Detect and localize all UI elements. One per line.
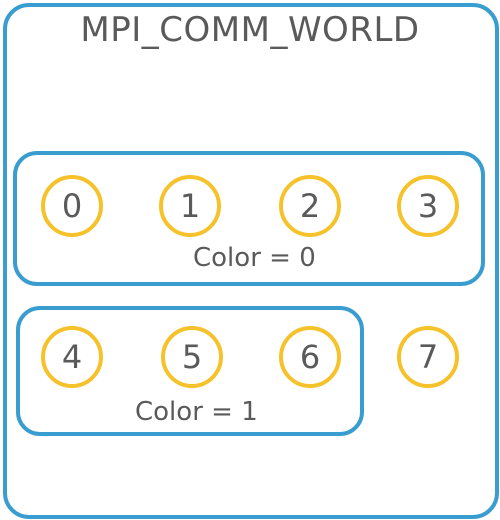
- rank-5: 5: [161, 326, 223, 388]
- rank-6: 6: [279, 326, 341, 388]
- rank-1: 1: [159, 175, 221, 237]
- world-title: MPI_COMM_WORLD: [80, 10, 420, 50]
- rank-3: 3: [397, 175, 459, 237]
- rank-2: 2: [279, 175, 341, 237]
- color-0-group: [13, 151, 485, 286]
- mpi-comm-world-box: [3, 3, 499, 519]
- color-0-label: Color = 0: [193, 243, 316, 273]
- rank-7: 7: [397, 326, 459, 388]
- rank-0: 0: [41, 175, 103, 237]
- rank-4: 4: [41, 326, 103, 388]
- color-1-label: Color = 1: [135, 397, 258, 427]
- color-1-group: [16, 306, 364, 436]
